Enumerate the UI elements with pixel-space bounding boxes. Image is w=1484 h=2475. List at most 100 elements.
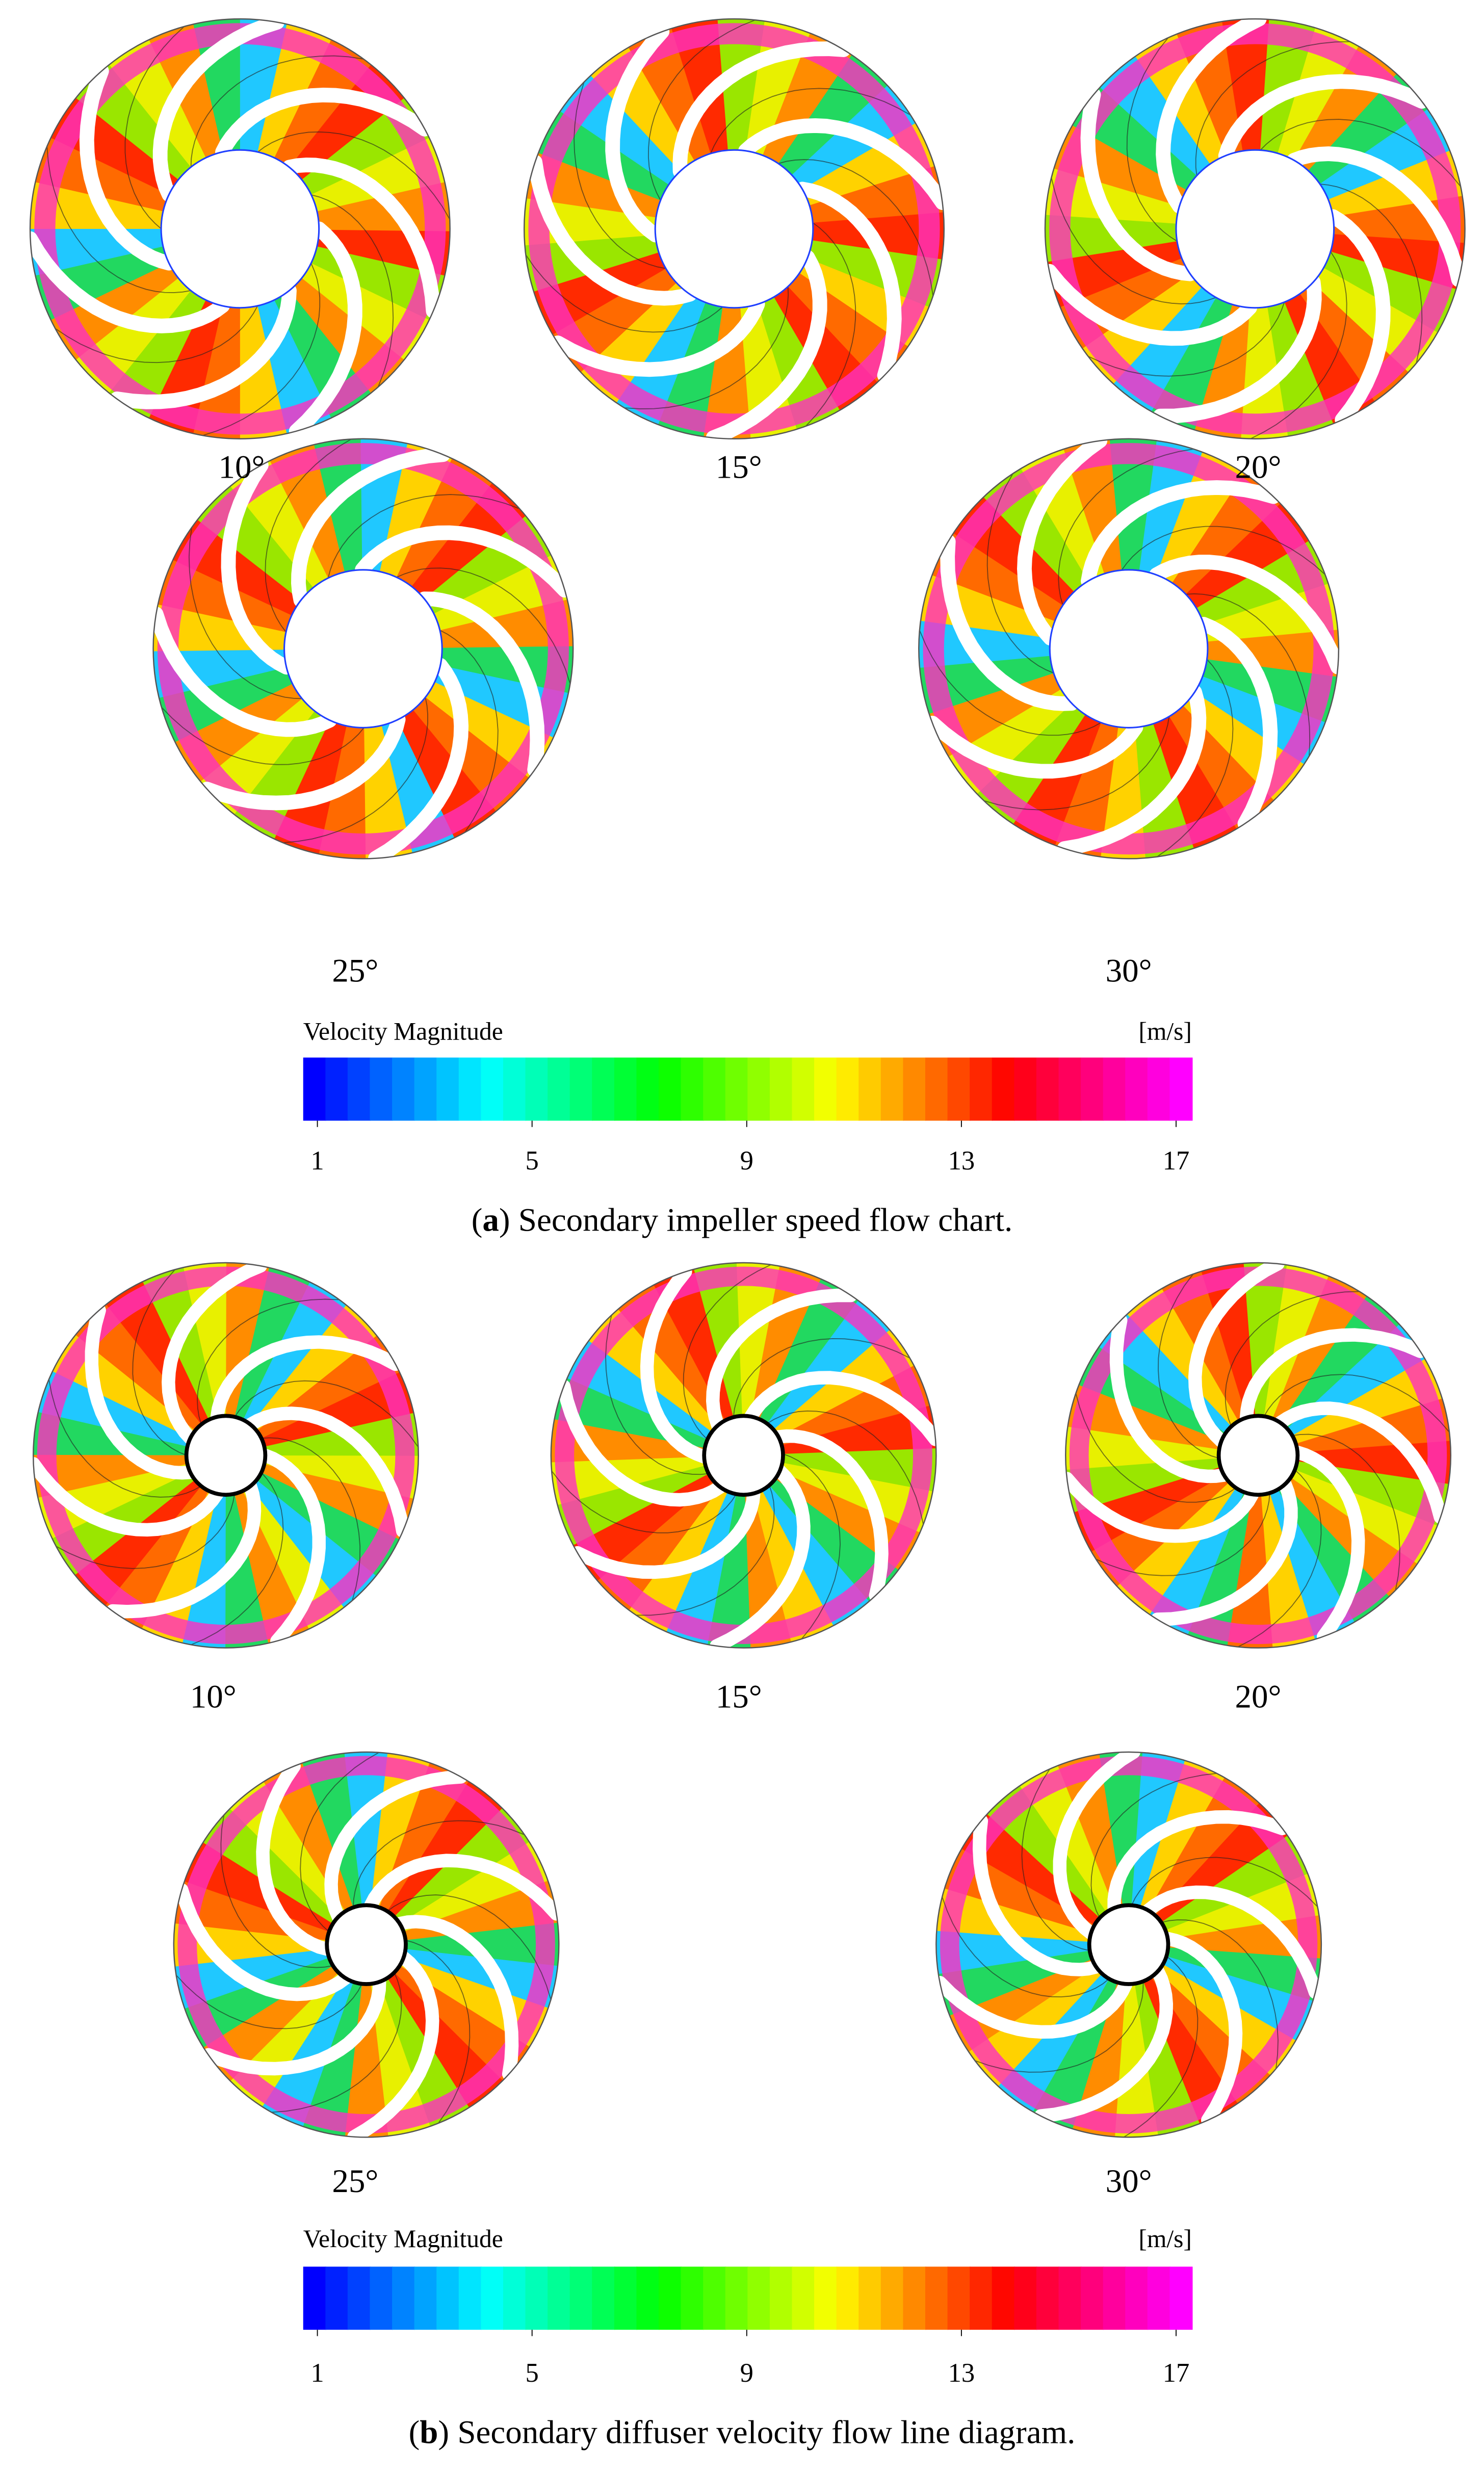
colorbar-tick-label: 17: [1163, 1146, 1190, 1176]
streamline: [327, 494, 520, 579]
blade: [706, 250, 827, 439]
streamline: [1058, 448, 1193, 606]
colorbar-step: [814, 2266, 838, 2330]
angle-label: 30°: [1106, 952, 1152, 989]
blade: [795, 181, 902, 383]
caption-label: b: [420, 2414, 438, 2451]
streamline: [1195, 41, 1350, 176]
caption-open: (: [472, 1202, 483, 1239]
colorbar-title: Velocity Magnitude: [303, 2225, 503, 2253]
colorbar-step: [525, 2266, 549, 2330]
blade: [289, 221, 362, 439]
rim: [940, 1756, 1318, 2133]
blade: [355, 525, 572, 598]
colorbar-step: [725, 1057, 748, 1121]
blade: [1081, 480, 1281, 589]
outline: [33, 1262, 419, 1649]
streamline: [942, 1896, 1109, 1998]
colorbar-step: [1125, 1057, 1149, 1121]
blade: [1188, 1263, 1285, 1448]
streamline: [1051, 177, 1216, 304]
streamline: [783, 1453, 841, 1639]
blade: [557, 1379, 727, 1507]
streamline: [352, 1820, 525, 1908]
colorbar-step: [548, 2266, 571, 2330]
blade: [258, 1448, 326, 1648]
colorbar-step: [548, 1057, 571, 1121]
colorbar-step: [992, 2266, 1015, 2330]
blade: [1109, 1313, 1231, 1483]
outline: [1065, 1262, 1451, 1649]
colorbar-step: [747, 2266, 771, 2330]
colorbar-step: [880, 1057, 904, 1121]
blade: [1053, 1752, 1140, 1940]
blade: [640, 1265, 711, 1464]
blade: [1218, 74, 1429, 163]
colorbar-step: [1036, 2266, 1060, 2330]
colorbar-step: [659, 2266, 682, 2330]
blade: [106, 1479, 262, 1619]
colorbar-step: [1147, 2266, 1170, 2330]
blade: [1150, 1477, 1298, 1626]
colorbar-step: [681, 1057, 704, 1121]
blade: [79, 63, 176, 271]
streamline: [975, 1981, 1144, 2073]
colorbar-step: [1103, 2266, 1126, 2330]
angle-label: 10°: [190, 1679, 237, 1715]
streamline: [1292, 1434, 1400, 1591]
colorbar-title: Velocity Magnitude: [303, 1017, 503, 1045]
colorbar-step: [481, 2266, 504, 2330]
blade: [215, 87, 432, 160]
streamline: [1131, 1857, 1318, 1907]
hub: [1049, 569, 1209, 728]
colorbar-step: [303, 2266, 326, 2330]
streamline: [1250, 251, 1347, 439]
hub: [1087, 1903, 1170, 1986]
caption: (b) Secondary diffuser velocity flow lin…: [409, 2414, 1076, 2451]
outline: [523, 18, 945, 440]
blade: [1286, 146, 1465, 288]
colorbar-step: [681, 2266, 704, 2330]
colorbar-step: [947, 2266, 971, 2330]
blade: [324, 1770, 468, 1924]
streamline: [1075, 1393, 1236, 1503]
blade: [393, 1915, 519, 2081]
streamline: [257, 131, 450, 220]
contour-band: [1258, 1455, 1416, 1648]
blade: [291, 447, 451, 608]
colorbar-step: [1081, 1057, 1104, 1121]
flow-contour: [935, 1751, 1322, 2138]
blade: [153, 607, 337, 737]
streamline: [683, 1264, 771, 1440]
streamline: [1126, 37, 1178, 242]
colorbar-step: [503, 1057, 527, 1121]
contour-band: [970, 1944, 1129, 2138]
blade: [672, 41, 851, 179]
blade: [162, 1263, 268, 1445]
colorbar-step: [1081, 2266, 1104, 2330]
streamline: [1087, 302, 1285, 377]
contour-band: [1258, 1455, 1451, 1588]
flow-contour: [523, 18, 945, 440]
contour-fill: [551, 1263, 936, 1648]
colorbar-step: [569, 1057, 593, 1121]
streamline: [46, 146, 191, 293]
blade: [210, 1335, 403, 1424]
colorbar-tick-label: 13: [948, 2358, 975, 2388]
blade: [199, 712, 406, 811]
blade: [528, 154, 697, 306]
colorbar-step: [792, 2266, 815, 2330]
colorbar-step: [1125, 2266, 1149, 2330]
colorbar-step: [392, 2266, 415, 2330]
blade: [175, 1883, 352, 2001]
blade: [1196, 617, 1278, 831]
blade: [109, 283, 297, 409]
caption: (a) Secondary impeller speed flow chart.: [472, 1202, 1013, 1239]
blade: [1017, 438, 1108, 646]
streamline: [710, 88, 911, 154]
streamline: [605, 1315, 709, 1475]
colorbar-step: [1014, 1057, 1037, 1121]
blade: [940, 534, 1079, 711]
streamline: [55, 305, 258, 363]
